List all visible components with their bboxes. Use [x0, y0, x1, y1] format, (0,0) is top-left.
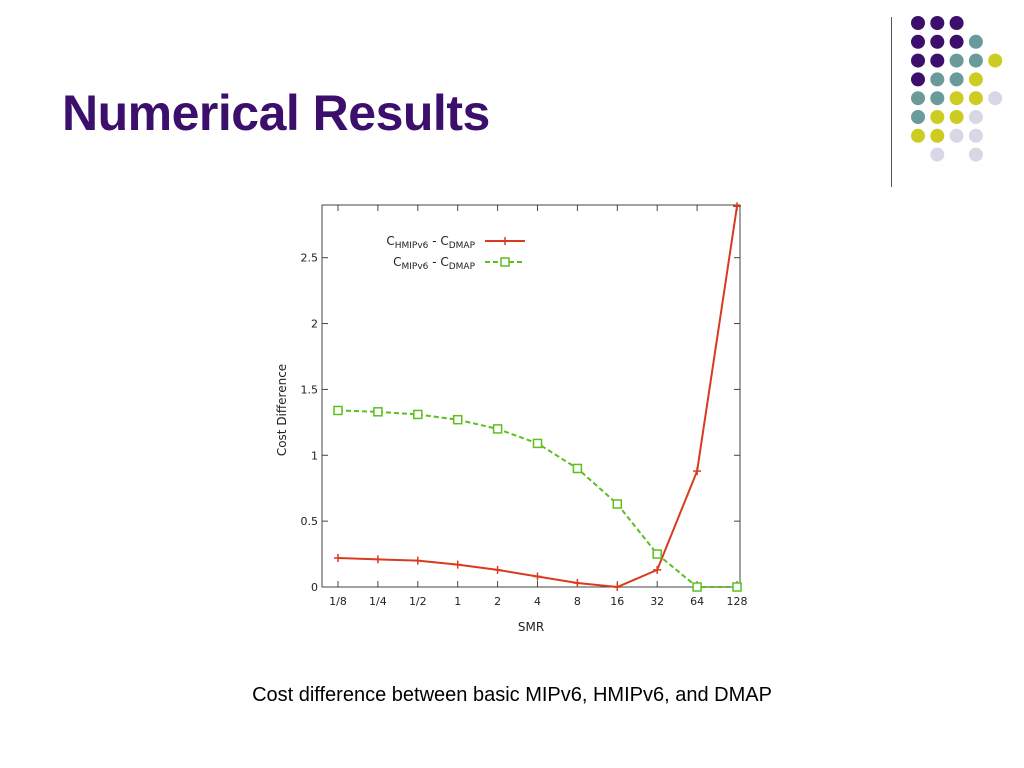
- series-1-point: [693, 467, 702, 476]
- series-2-point: [732, 582, 742, 592]
- x-tick-label: 32: [650, 595, 664, 608]
- series-1-point: [653, 565, 662, 574]
- series-1-point: [413, 556, 422, 565]
- x-tick-label: 1/4: [369, 595, 387, 608]
- x-tick-label: 1/8: [329, 595, 347, 608]
- x-tick-label: 2: [494, 595, 501, 608]
- series-2-point: [333, 405, 343, 416]
- legend-label-1: CHMIPv6 - CDMAP: [386, 234, 475, 251]
- legend-label-2: CMIPv6 - CDMAP: [393, 255, 475, 272]
- series-1-point: [733, 202, 741, 211]
- x-tick-label: 1/2: [409, 595, 427, 608]
- x-tick-label: 8: [574, 595, 581, 608]
- y-tick-label: 1: [311, 449, 318, 462]
- x-tick-label: 16: [610, 595, 624, 608]
- series-2-point: [373, 407, 383, 417]
- figure-caption: Cost difference between basic MIPv6, HMI…: [252, 684, 772, 706]
- y-tick-label: 0: [311, 581, 318, 594]
- series-2-point: [532, 438, 543, 449]
- series-1-point: [613, 583, 622, 591]
- y-tick-label: 1.5: [301, 383, 319, 396]
- y-tick-label: 0.5: [301, 515, 319, 528]
- series-2-point: [492, 424, 503, 434]
- x-tick-label: 1: [454, 595, 461, 608]
- series-2-point: [692, 582, 702, 592]
- x-tick-label: 4: [534, 595, 541, 608]
- series-2-point: [572, 463, 583, 474]
- series-1-point: [453, 560, 462, 569]
- legend: CHMIPv6 - CDMAP CMIPv6 - CDMAP: [386, 234, 525, 272]
- series-group: [333, 202, 742, 592]
- series-1-point: [493, 565, 502, 574]
- plot-frame: [321, 204, 741, 588]
- x-tick-label: 64: [690, 595, 704, 608]
- series-2-point: [413, 409, 423, 420]
- series-2-point: [652, 549, 662, 559]
- slide-title: Numerical Results: [62, 85, 490, 141]
- series-1-point: [573, 579, 582, 588]
- y-tick-label: 2.5: [301, 252, 319, 265]
- series-1-point: [334, 554, 342, 563]
- axis-ticks: 0 0.5 1 1.5 2 2.5 1/8 1/4 1/2 1 2 4 8 16 32 64 128: [301, 205, 748, 608]
- y-tick-label: 2: [311, 318, 318, 331]
- series-2-point: [612, 499, 623, 509]
- cost-difference-chart: 0 0.5 1 1.5 2 2.5 1/8 1/4 1/2 1 2 4 8 16 32 64 128 SMR C…: [275, 202, 748, 634]
- series-2-point: [452, 414, 463, 425]
- y-axis-label: Cost Difference: [275, 364, 289, 456]
- title-divider-line: [891, 17, 892, 187]
- x-axis-label: SMR: [518, 620, 544, 634]
- x-tick-label: 128: [727, 595, 748, 608]
- series-1-point: [373, 555, 382, 564]
- series-1-point: [533, 572, 542, 581]
